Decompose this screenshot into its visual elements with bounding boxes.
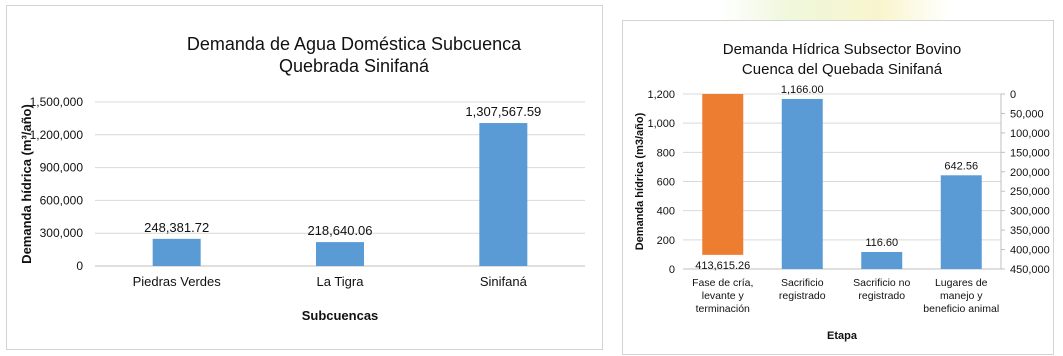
- x-tick-label-4: beneficio animal: [923, 303, 999, 315]
- y-tick-label: 0: [76, 259, 83, 273]
- data-label-1: 413,615.26: [695, 260, 750, 272]
- x-tick-label-3: Sinifaná: [480, 274, 528, 289]
- secondary-y-tick-label: 300,000: [1010, 206, 1050, 218]
- y-tick-label: 0: [669, 264, 675, 276]
- x-tick-label-2: Sacrificio: [781, 277, 824, 289]
- y-tick-label: 200: [657, 235, 675, 247]
- x-tick-label-1: levante y: [702, 290, 745, 302]
- y-tick-label: 1,000: [647, 118, 675, 130]
- y-tick-label: 1,500,000: [30, 95, 84, 109]
- y-tick-label: 300,000: [40, 226, 84, 240]
- secondary-y-tick-label: 400,000: [1010, 245, 1050, 257]
- bar-1: [152, 238, 201, 266]
- x-tick-label-4: Lugares de: [935, 277, 988, 289]
- data-label-3: 1,307,567.59: [465, 104, 541, 119]
- secondary-y-tick-label: 250,000: [1010, 186, 1050, 198]
- y-tick-label: 800: [657, 147, 675, 159]
- x-tick-label-2: registrado: [779, 290, 826, 302]
- data-label-4: 642.56: [944, 160, 978, 172]
- chart-bovine-water-demand: Demanda Hídrica Subsector Bovino Cuenca d…: [622, 20, 1054, 355]
- secondary-y-tick-label: 50,000: [1010, 108, 1044, 120]
- x-tick-label-3: Sacrificio no: [853, 277, 910, 289]
- y-tick-label: 600,000: [40, 193, 84, 207]
- bar-2: [781, 98, 823, 269]
- chart-domestic-water-demand: Demanda de Agua Doméstica Subcuenca Quebr…: [6, 5, 603, 350]
- x-tick-label-2: La Tigra: [317, 274, 365, 289]
- x-tick-label-1: Piedras Verdes: [133, 274, 222, 289]
- x-axis-label: Etapa: [827, 330, 858, 342]
- chart-domestic-water-demand-svg: Demanda de Agua Doméstica SubcuencaQuebr…: [19, 34, 585, 323]
- bar-3: [861, 251, 903, 269]
- y-tick-label: 1,200,000: [30, 128, 84, 142]
- chart-title-line-2: Cuenca del Quebada Sinifaná: [742, 61, 943, 78]
- y-tick-label: 900,000: [40, 161, 84, 175]
- secondary-y-tick-label: 450,000: [1010, 264, 1050, 276]
- chart-title-line-1: Demanda Hídrica Subsector Bovino: [723, 41, 961, 58]
- chart-title-line-2: Quebrada Sinifaná: [279, 56, 430, 76]
- x-tick-label-1: terminación: [696, 303, 750, 315]
- y-axis-label: Demanda hídrica (m³/año): [19, 104, 34, 264]
- x-tick-label-1: Fase de cría,: [692, 277, 753, 289]
- secondary-y-tick-label: 350,000: [1010, 225, 1050, 237]
- chart-bovine-water-demand-svg: Demanda Hídrica Subsector Bovino Cuenca d…: [634, 41, 1050, 342]
- data-label-3: 116.60: [865, 237, 898, 249]
- x-axis-label: Subcuencas: [302, 308, 379, 323]
- bar-2: [316, 242, 364, 266]
- x-tick-label-3: registrado: [858, 290, 905, 302]
- y-tick-label: 1,200: [647, 89, 675, 101]
- data-label-1: 248,381.72: [144, 220, 209, 235]
- y-tick-label: 600: [657, 177, 675, 189]
- secondary-y-tick-label: 0: [1010, 89, 1016, 101]
- y-tick-label: 400: [657, 206, 675, 218]
- data-label-2: 1,166.00: [781, 84, 824, 96]
- data-label-2: 218,640.06: [307, 223, 372, 238]
- secondary-y-tick-label: 150,000: [1010, 147, 1050, 159]
- bar-3: [479, 123, 528, 266]
- chart-title-line-1: Demanda de Agua Doméstica Subcuenca: [187, 34, 522, 54]
- bar-1: [702, 94, 744, 255]
- secondary-y-tick-label: 200,000: [1010, 167, 1050, 179]
- secondary-y-tick-label: 100,000: [1010, 128, 1050, 140]
- bar-4: [940, 175, 982, 269]
- x-tick-label-4: manejo y: [940, 290, 983, 302]
- y-axis-label: Demanda hídrica (m3/año): [634, 112, 646, 250]
